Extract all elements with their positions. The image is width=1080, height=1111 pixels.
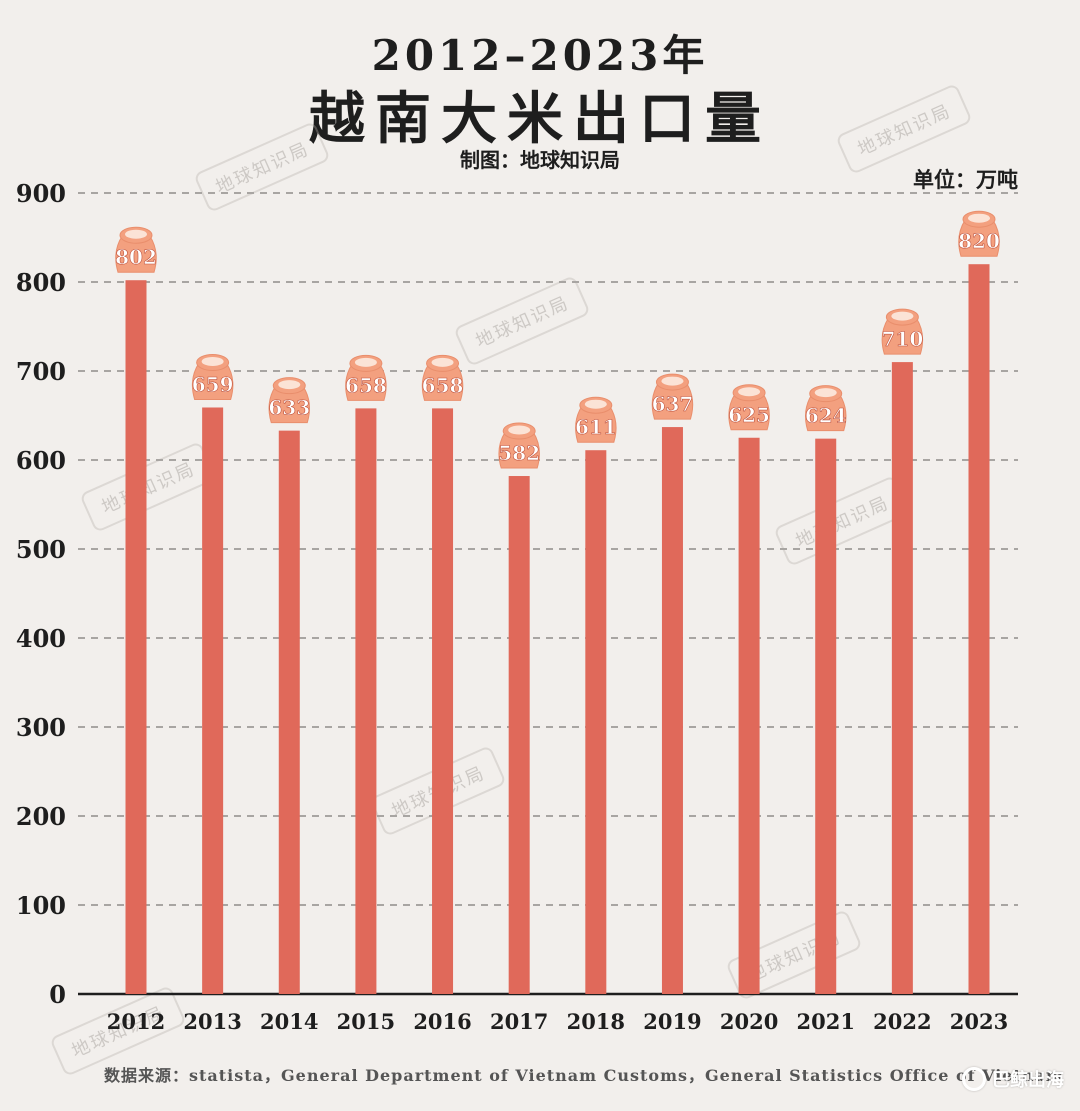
data-label: 625	[728, 403, 770, 427]
bar	[508, 476, 530, 994]
bar	[661, 427, 683, 994]
x-tick-label: 2023	[950, 1009, 1008, 1034]
chart-credit: 制图：地球知识局	[460, 148, 620, 172]
bar	[278, 430, 300, 994]
bar	[355, 408, 377, 994]
x-tick-label: 2013	[183, 1009, 241, 1034]
y-tick-label: 600	[16, 446, 66, 475]
x-tick-label: 2022	[873, 1009, 931, 1034]
bar	[585, 450, 607, 995]
x-tick-label: 2021	[797, 1009, 855, 1034]
x-tick-label: 2017	[490, 1009, 548, 1034]
data-label: 658	[422, 373, 464, 397]
y-tick-label: 0	[49, 980, 66, 1009]
x-tick-label: 2020	[720, 1009, 778, 1034]
rice-grains	[508, 425, 531, 435]
rice-bag	[345, 363, 387, 401]
data-label: 582	[498, 441, 540, 465]
rice-bag	[881, 317, 924, 355]
rice-bag	[958, 219, 1000, 257]
y-tick-label: 800	[16, 268, 66, 297]
rice-grains	[661, 376, 684, 386]
y-tick-label: 400	[16, 624, 66, 653]
y-tick-label: 700	[16, 357, 66, 386]
rice-grains	[201, 356, 224, 366]
x-tick-label: 2012	[107, 1009, 165, 1034]
rice-grains	[738, 387, 761, 397]
bar	[432, 408, 454, 994]
y-tick-label: 200	[16, 802, 66, 831]
data-label: 820	[958, 229, 1000, 253]
rice-bag	[115, 235, 157, 273]
rice-bag	[421, 363, 464, 401]
chart-title-line1: 2012–2023年	[371, 31, 709, 80]
rice-bag	[728, 393, 770, 431]
rice-grains	[584, 399, 607, 409]
data-label: 710	[881, 327, 923, 351]
rice-bag	[575, 405, 617, 443]
bar	[202, 407, 224, 994]
rice-bag	[268, 386, 311, 424]
x-tick-label: 2018	[567, 1009, 625, 1034]
brand-logo-icon	[962, 1067, 986, 1091]
rice-grains	[891, 311, 914, 321]
chart-title-line2: 越南大米出口量	[309, 86, 771, 152]
rice-grains	[354, 357, 377, 367]
data-label: 659	[192, 372, 234, 396]
y-tick-label: 100	[16, 891, 66, 920]
data-label: 633	[268, 396, 310, 420]
x-tick-label: 2014	[260, 1009, 318, 1034]
bar	[815, 438, 837, 994]
bar	[125, 280, 147, 995]
y-tick-label: 900	[16, 179, 66, 208]
y-tick-label: 500	[16, 535, 66, 564]
bar	[891, 362, 913, 995]
rice-bag	[498, 431, 540, 469]
rice-grains	[278, 380, 301, 390]
data-label: 802	[115, 245, 157, 269]
y-tick-label: 300	[16, 713, 66, 742]
data-label: 624	[805, 404, 847, 428]
rice-bag	[804, 394, 847, 432]
data-source: 数据来源：statista，General Department of Viet…	[104, 1066, 1064, 1085]
x-tick-label: 2016	[413, 1009, 471, 1034]
x-tick-label: 2015	[337, 1009, 395, 1034]
brand-watermark: 巴鲸出海	[962, 1066, 1064, 1092]
bar	[738, 437, 760, 994]
rice-grains	[814, 388, 837, 398]
brand-name: 巴鲸出海	[992, 1070, 1064, 1091]
unit-label: 单位：万吨	[913, 167, 1018, 192]
rice-grains	[431, 357, 454, 367]
bar	[968, 264, 990, 994]
data-label: 611	[575, 415, 617, 439]
rice-bag	[191, 362, 234, 400]
data-label: 637	[652, 392, 694, 416]
rice-bag	[651, 382, 694, 420]
x-tick-label: 2019	[643, 1009, 701, 1034]
rice-grains	[968, 213, 990, 223]
data-label: 658	[345, 373, 387, 397]
rice-grains	[125, 229, 147, 239]
